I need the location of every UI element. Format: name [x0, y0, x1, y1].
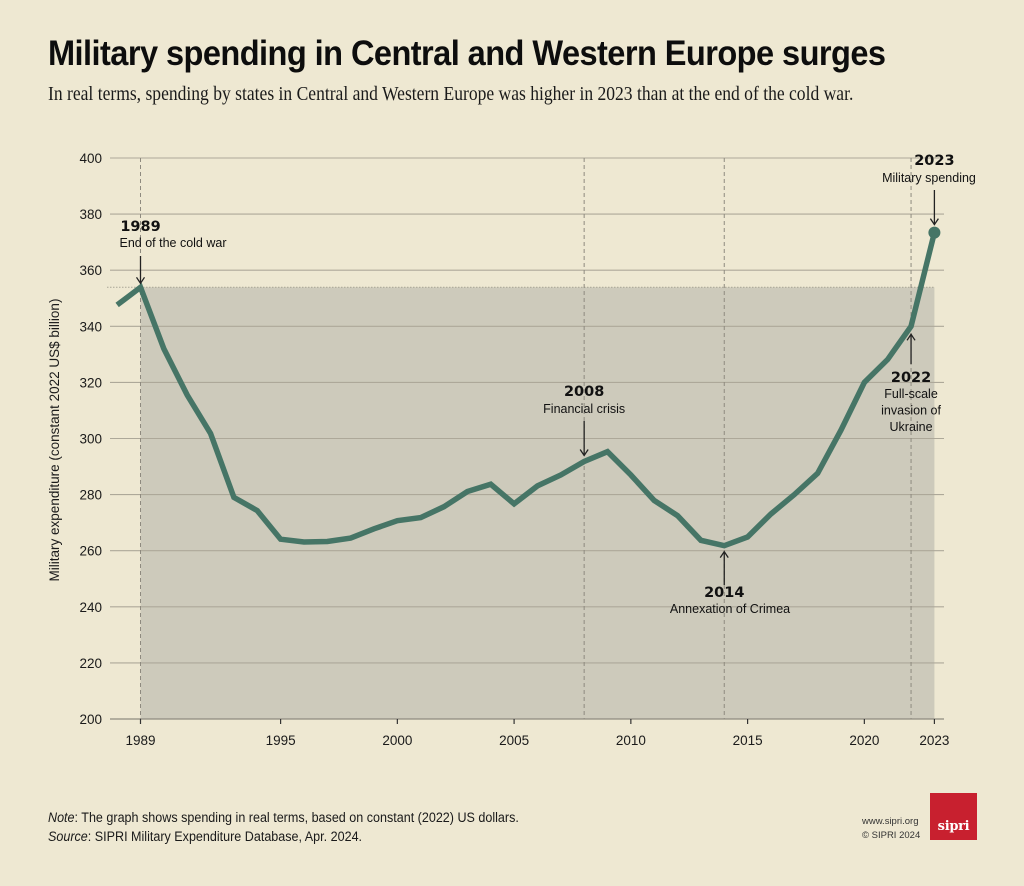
sipri-logo: sipri	[930, 793, 977, 840]
x-tick-label: 2015	[733, 733, 763, 748]
arrow-head	[135, 276, 146, 285]
chart-title: Military spending in Central and Western…	[48, 34, 886, 73]
footer-notes: Note: The graph shows spending in real t…	[48, 808, 519, 846]
shaded-region	[140, 287, 935, 719]
credits: www.sipri.org © SIPRI 2024	[862, 815, 920, 843]
x-tick-label: 2020	[849, 733, 879, 748]
copyright: © SIPRI 2024	[862, 830, 921, 841]
source-line: Source: SIPRI Military Expenditure Datab…	[48, 827, 519, 846]
annotation-year: 2022	[891, 370, 931, 386]
x-tick-label: 1989	[125, 733, 155, 748]
y-tick-label: 280	[79, 488, 102, 503]
note-line: Note: The graph shows spending in real t…	[48, 808, 519, 827]
source-label: Source	[48, 829, 88, 844]
x-tick-label: 2010	[616, 733, 646, 748]
annotation-year: 2008	[564, 384, 604, 400]
arrow-head	[719, 550, 729, 559]
arrow-head	[579, 449, 589, 457]
annotation-text: Financial crisis	[543, 402, 625, 416]
end-point-marker	[928, 226, 941, 239]
x-tick-label: 2023	[919, 733, 949, 748]
website-link[interactable]: www.sipri.org	[862, 816, 919, 827]
source-text: : SIPRI Military Expenditure Database, A…	[87, 829, 363, 844]
y-axis-label: Military expenditure (constant 2022 US$ …	[47, 299, 62, 582]
annotation-year: 2023	[914, 153, 954, 169]
y-tick-label: 260	[79, 544, 102, 559]
y-tick-label: 320	[79, 375, 102, 390]
annotation-year: 2014	[704, 585, 744, 601]
y-tick-label: 360	[79, 263, 102, 278]
y-tick-label: 240	[79, 600, 102, 615]
annotation-text-line: Ukraine	[890, 420, 933, 434]
y-tick-label: 340	[79, 319, 102, 334]
note-text: : The graph shows spending in real terms…	[74, 810, 519, 825]
logo-text: sipri	[937, 819, 970, 834]
arrow-head	[929, 218, 939, 226]
annotation-text-line: Full-scale	[884, 387, 938, 401]
arrow-head	[906, 333, 916, 341]
annotation-text-line: invasion of	[881, 404, 941, 418]
annotation-text: Military spending	[882, 171, 976, 185]
annotation-year: 1989	[120, 219, 160, 235]
y-tick-label: 220	[79, 656, 102, 671]
annotation-text: End of the cold war	[119, 236, 226, 250]
chart-subtitle: In real terms, spending by states in Cen…	[48, 84, 854, 105]
x-tick-label: 2005	[499, 733, 529, 748]
note-label: Note	[48, 810, 75, 825]
x-tick-label: 1995	[266, 733, 296, 748]
y-tick-label: 400	[79, 151, 102, 166]
y-tick-label: 300	[79, 432, 102, 447]
x-tick-label: 2000	[382, 733, 412, 748]
y-tick-label: 380	[79, 207, 102, 222]
annotation-text: Annexation of Crimea	[670, 602, 790, 616]
y-tick-label: 200	[79, 712, 102, 727]
series-line	[115, 231, 938, 549]
